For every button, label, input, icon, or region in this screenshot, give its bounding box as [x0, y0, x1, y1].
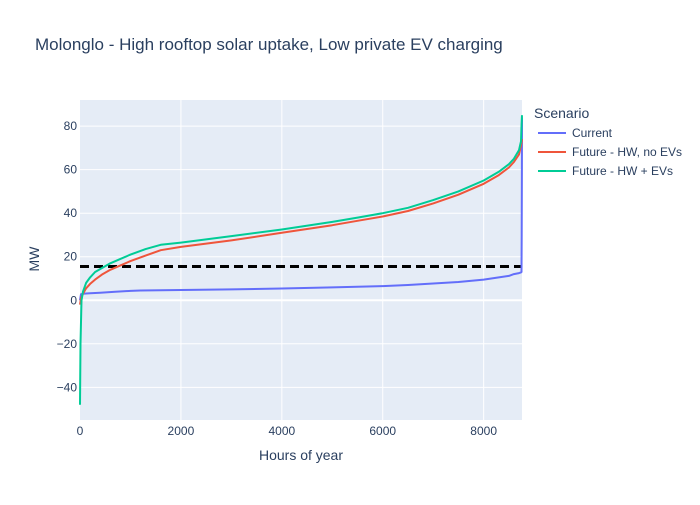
y-tick-label: 80 [64, 119, 78, 133]
grid-lines [80, 100, 522, 420]
series-line-2 [79, 139, 523, 305]
x-tick-label: 8000 [470, 424, 497, 438]
y-axis-label: MW [26, 246, 42, 272]
chart-title: Molonglo - High rooftop solar uptake, Lo… [35, 35, 503, 54]
legend-title: Scenario [534, 105, 589, 121]
x-tick-label: 6000 [369, 424, 396, 438]
y-tick-label: −20 [57, 337, 78, 351]
plot-area [80, 100, 522, 420]
y-tick-label: 20 [64, 250, 78, 264]
y-tick-label: 0 [70, 293, 77, 307]
y-axis-ticks: −40 −20 0 20 40 60 80 [57, 119, 78, 394]
legend-item-1[interactable]: Current [538, 126, 613, 140]
legend-label: Future - HW, no EVs [572, 145, 682, 159]
series-line-3 [79, 115, 523, 405]
x-tick-label: 4000 [268, 424, 295, 438]
legend-items[interactable]: Current Future - HW, no EVs Future - HW + … [538, 126, 682, 178]
x-axis-ticks: 0 2000 4000 6000 8000 [77, 424, 498, 438]
legend[interactable]: Scenario Current Future - HW, no EVs Futur… [534, 105, 682, 178]
y-tick-label: 40 [64, 206, 78, 220]
y-tick-label: −40 [57, 380, 78, 394]
series-line-1 [79, 117, 523, 301]
y-tick-label: 60 [64, 163, 78, 177]
legend-item-3[interactable]: Future - HW + EVs [538, 164, 673, 178]
series-layer [79, 115, 523, 405]
legend-label: Current [572, 126, 613, 140]
legend-label: Future - HW + EVs [572, 164, 673, 178]
x-tick-label: 0 [77, 424, 84, 438]
x-axis-label: Hours of year [259, 447, 343, 463]
x-tick-label: 2000 [168, 424, 195, 438]
legend-item-2[interactable]: Future - HW, no EVs [538, 145, 682, 159]
